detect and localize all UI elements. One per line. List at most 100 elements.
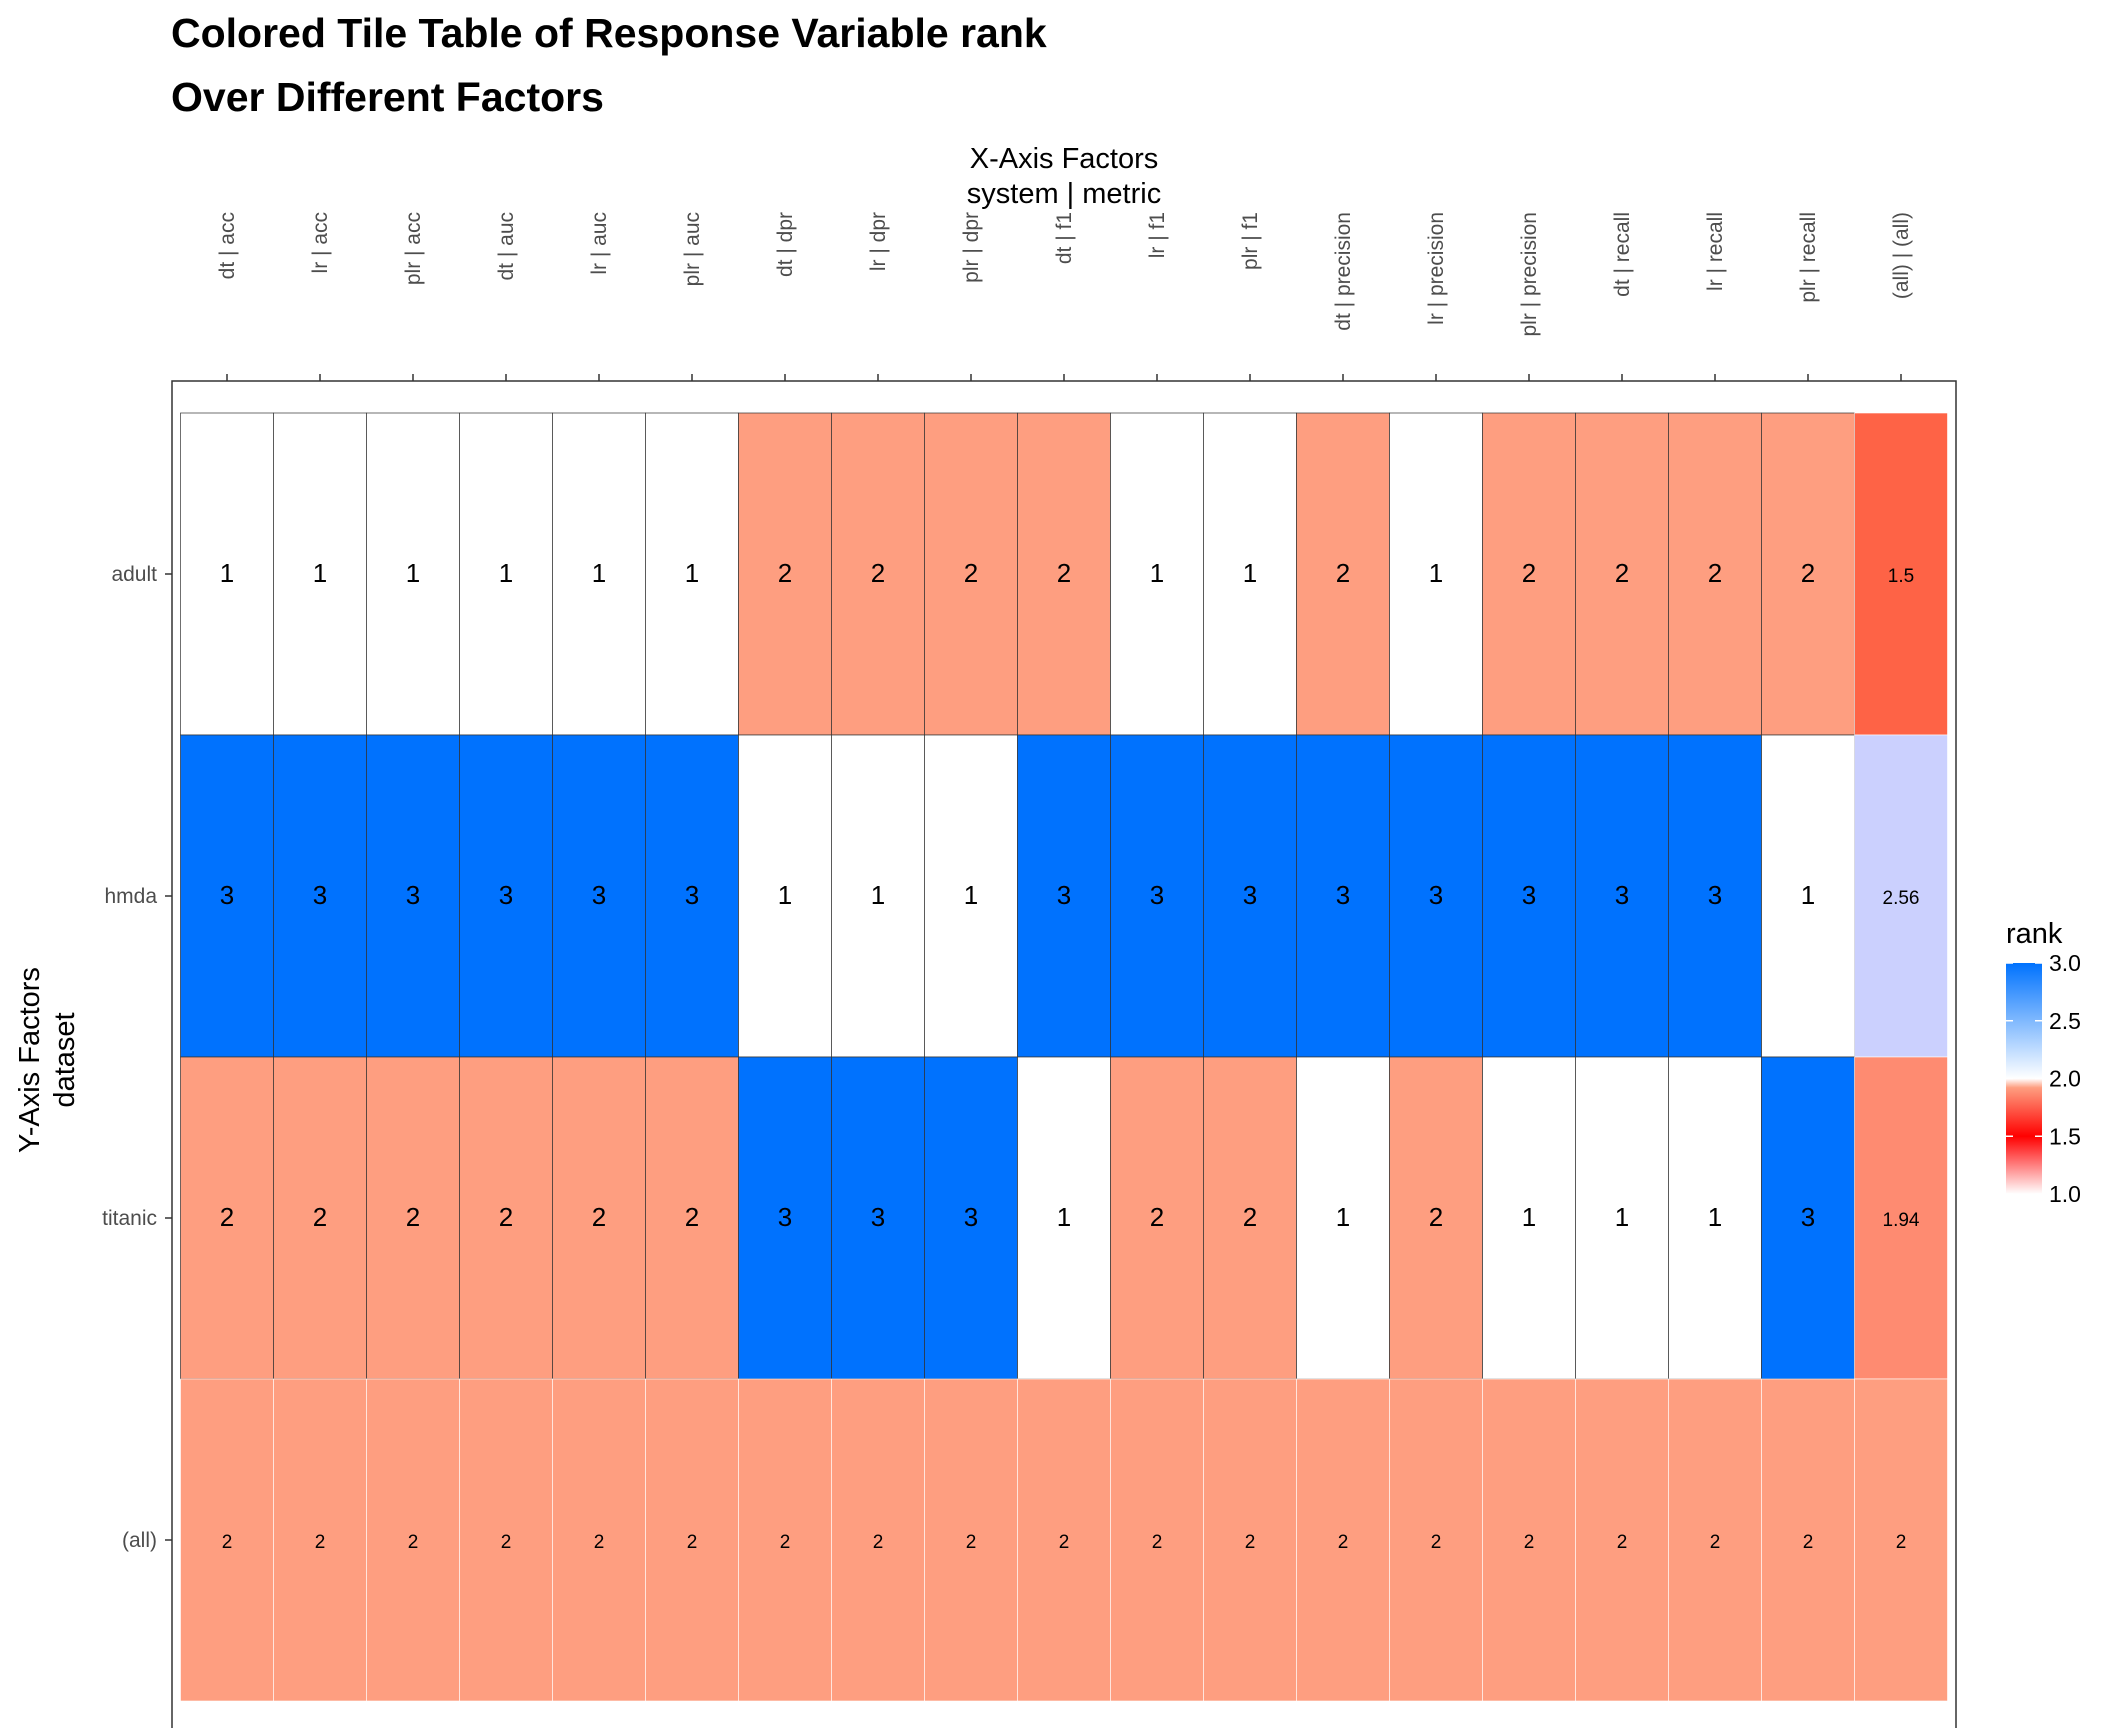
tile-adult-lr-dpr: [831, 412, 925, 736]
tile-label: 2: [1150, 1202, 1164, 1232]
tile-titanic-dt-auc: [459, 1056, 553, 1380]
tile-all-plr-auc: [645, 1378, 739, 1702]
tile-label: 3: [1615, 880, 1629, 910]
x-tick-label: plr | precision: [1518, 212, 1541, 337]
tile-label: 3: [964, 1202, 978, 1232]
x-tick-label: plr | acc: [402, 212, 425, 285]
tile-hmda-plr-recall: [1761, 734, 1855, 1058]
chart-title: Colored Tile Table of Response Variable …: [171, 10, 1047, 56]
tile-label: 2: [1336, 558, 1350, 588]
tile-label: 2: [780, 1532, 791, 1553]
tile-label: 3: [592, 880, 606, 910]
tiles-layer: 1 1 1 1 1 1 2 2 2 2 1 1 2 1 2 2 2 2 1.5 3 3 3 3 3 3 1 1 1 3 3 3 3 3 3 3 3 1 2…: [180, 412, 1948, 1702]
tile-label: 1: [1336, 1202, 1350, 1232]
tile-all-plr-dpr: [924, 1378, 1018, 1702]
tile-label: 2: [594, 1532, 605, 1553]
chart-subtitle: Over Different Factors: [171, 74, 604, 120]
x-tick-label: dt | auc: [495, 212, 518, 281]
tile-label: 3: [1708, 880, 1722, 910]
tile-label: 2: [1524, 1532, 1535, 1553]
tile-titanic-lr-dpr: [831, 1056, 925, 1380]
tile-hmda-lr-precision: [1389, 734, 1483, 1058]
tile-label: 3: [313, 880, 327, 910]
x-tick-label: dt | recall: [1611, 212, 1634, 297]
tile-hmda-dt-precision: [1296, 734, 1390, 1058]
tile-all-dt-precision: [1296, 1378, 1390, 1702]
tile-label: 2: [1615, 558, 1629, 588]
tile-label: 1: [778, 880, 792, 910]
tile-titanic-dt-recall: [1575, 1056, 1669, 1380]
tile-label: 1: [1615, 1202, 1629, 1232]
tile-label: 2: [1896, 1532, 1907, 1553]
tile-label: 3: [406, 880, 420, 910]
tile-all-lr-auc: [552, 1378, 646, 1702]
tile-titanic-plr-auc: [645, 1056, 739, 1380]
legend-tick-label: 3.0: [2049, 950, 2081, 976]
tile-hmda-plr-dpr: [924, 734, 1018, 1058]
x-tick-label: (all) | (all): [1890, 212, 1913, 299]
x-tick-label: plr | recall: [1797, 212, 1820, 303]
tile-hmda-dt-auc: [459, 734, 553, 1058]
tile-label: 1: [499, 558, 513, 588]
tile-adult-lr-precision: [1389, 412, 1483, 736]
tile-label: 3: [1336, 880, 1350, 910]
tile-label: 3: [685, 880, 699, 910]
tile-titanic-plr-precision: [1482, 1056, 1576, 1380]
tile-label: 3: [1243, 880, 1257, 910]
tile-titanic-lr-auc: [552, 1056, 646, 1380]
tile-label: 1: [313, 558, 327, 588]
tile-hmda-dt-f1: [1017, 734, 1111, 1058]
x-axis-ticks: dt | acc lr | acc plr | acc dt | auc lr | au…: [216, 212, 1913, 381]
tile-label: 2: [685, 1202, 699, 1232]
tile-titanic-lr-acc: [273, 1056, 367, 1380]
y-tick-label: hmda: [104, 885, 157, 908]
tile-label: 1: [1150, 558, 1164, 588]
tile-label: 2: [1152, 1532, 1163, 1553]
legend-tick-label: 1.5: [2049, 1123, 2081, 1149]
tile-label: 3: [778, 1202, 792, 1232]
tile-label: 1: [592, 558, 606, 588]
tile-label: 2: [501, 1532, 512, 1553]
tile-label: 2: [778, 558, 792, 588]
tile-adult-plr-dpr: [924, 412, 1018, 736]
tile-label: 2: [1801, 558, 1815, 588]
x-tick-label: dt | acc: [216, 212, 239, 279]
tile-titanic-lr-precision: [1389, 1056, 1483, 1380]
legend-title: rank: [2006, 918, 2063, 950]
tile-label: 2: [964, 558, 978, 588]
tile-adult-all-all: [1854, 412, 1948, 736]
tile-label: 2: [873, 1532, 884, 1553]
tile-label: 2: [1431, 1532, 1442, 1553]
tile-label: 2: [499, 1202, 513, 1232]
y-axis-title-line-1: Y-Axis Factors: [14, 967, 46, 1153]
tile-label: 1: [964, 880, 978, 910]
tile-label: 1: [1801, 880, 1815, 910]
tile-label: 3: [1057, 880, 1071, 910]
tile-label: 2: [1059, 1532, 1070, 1553]
tile-all-lr-acc: [273, 1378, 367, 1702]
tile-label: 3: [1150, 880, 1164, 910]
tile-label: 1: [871, 880, 885, 910]
x-tick-label: plr | auc: [681, 212, 704, 286]
tile-adult-dt-precision: [1296, 412, 1390, 736]
tile-all-lr-recall: [1668, 1378, 1762, 1702]
tile-adult-dt-f1: [1017, 412, 1111, 736]
tile-all-dt-f1: [1017, 1378, 1111, 1702]
tile-label: 2: [1710, 1532, 1721, 1553]
tile-all-dt-acc: [180, 1378, 274, 1702]
x-axis-title-line-2: system | metric: [967, 178, 1161, 210]
tile-adult-plr-precision: [1482, 412, 1576, 736]
tile-label: 3: [1429, 880, 1443, 910]
tile-label: 3: [1801, 1202, 1815, 1232]
tile-all-dt-recall: [1575, 1378, 1669, 1702]
tile-label: 2: [1243, 1202, 1257, 1232]
tile-all-all-all: [1854, 1378, 1948, 1702]
tile-hmda-plr-f1: [1203, 734, 1297, 1058]
tile-label: 3: [1522, 880, 1536, 910]
legend-tick-label: 2.0: [2049, 1066, 2081, 1092]
tile-hmda-lr-auc: [552, 734, 646, 1058]
tile-label: 2: [1245, 1532, 1256, 1553]
x-tick-label: dt | dpr: [774, 212, 797, 277]
tile-label: 2: [687, 1532, 698, 1553]
tile-label: 2: [408, 1532, 419, 1553]
